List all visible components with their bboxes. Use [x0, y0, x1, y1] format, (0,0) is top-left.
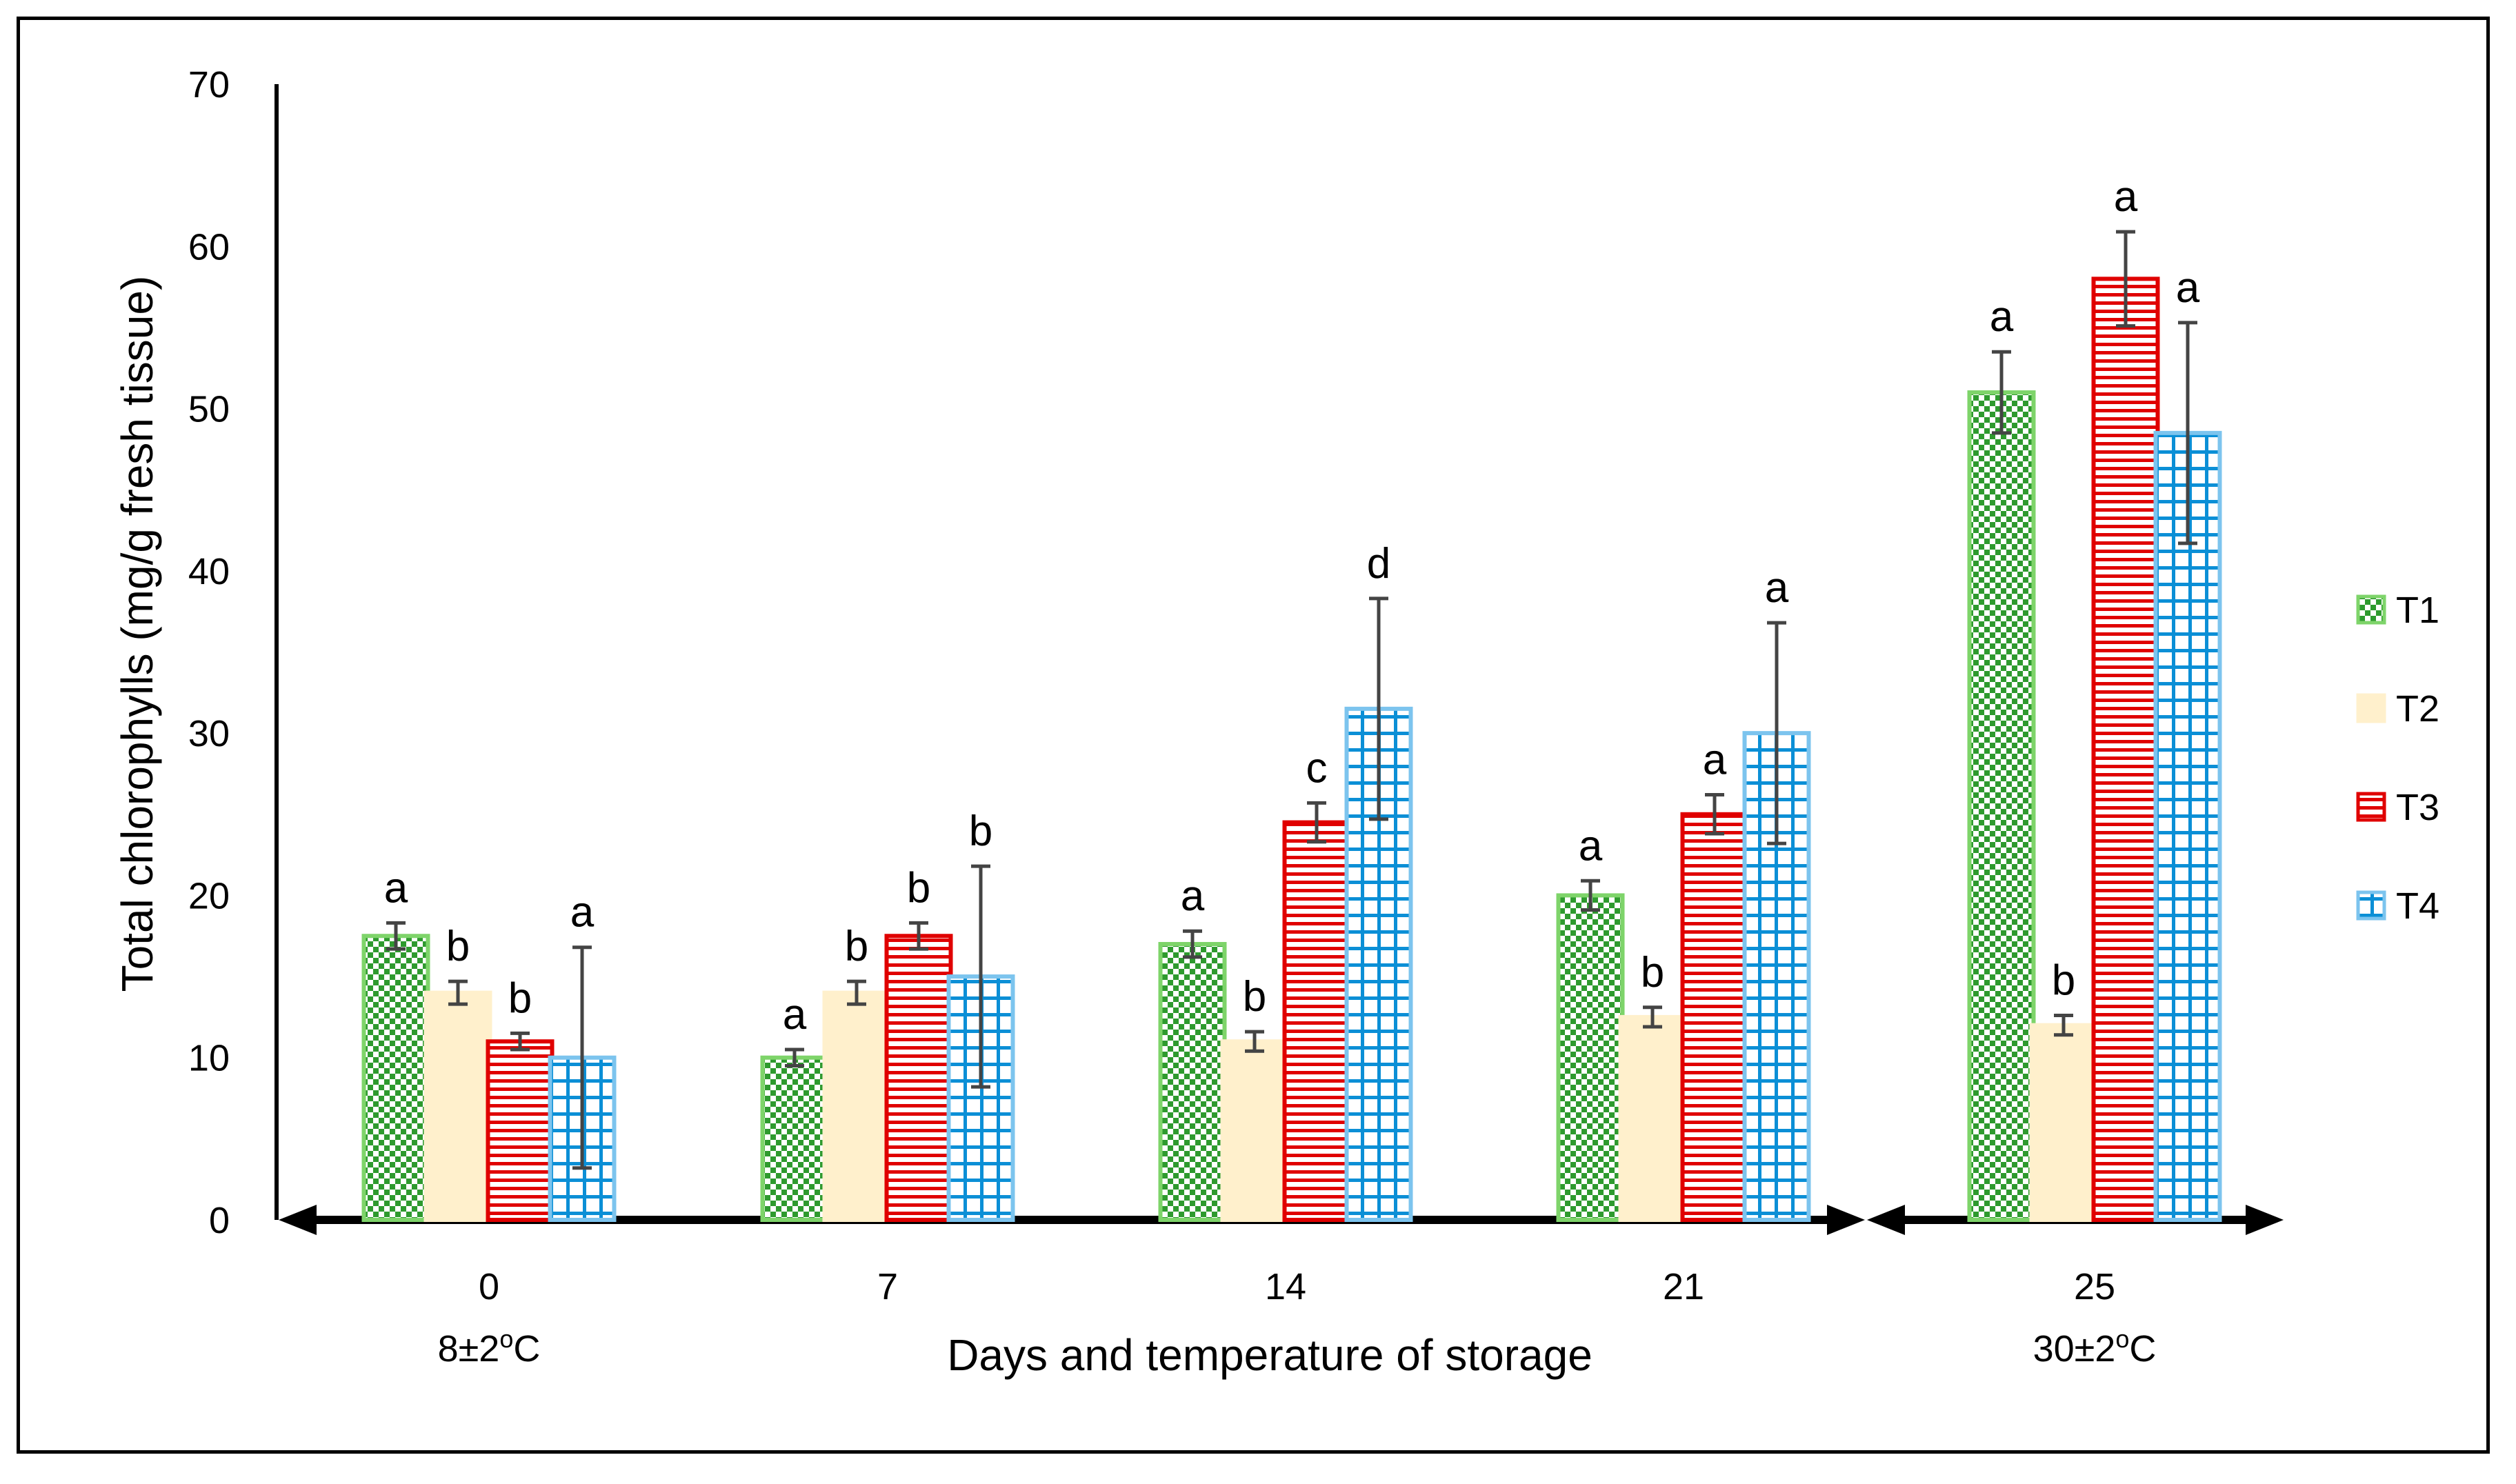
significance-label: b [1641, 949, 1664, 996]
legend-label-t1: T1 [2396, 590, 2439, 631]
temperature-label: 30±2oC [2033, 1325, 2157, 1370]
y-tick-label: 70 [188, 64, 230, 106]
y-tick-label: 60 [188, 226, 230, 268]
x-axis-arrow-left [279, 1205, 317, 1235]
bar-t3-day-25 [2091, 277, 2160, 1222]
y-tick-label: 20 [188, 875, 230, 916]
significance-label: a [1181, 872, 1205, 920]
x-tick-label: 25 [2074, 1266, 2115, 1307]
x-tick-label: 0 [479, 1266, 499, 1307]
y-axis-title: Total chlorophylls (mg/g fresh tissue) [112, 276, 162, 992]
bar-t1-day-21 [1556, 893, 1625, 1223]
y-tick-label: 0 [209, 1200, 230, 1241]
error-bars [386, 230, 2197, 1170]
significance-label: b [907, 864, 930, 912]
bar-t3-day-0 [486, 1039, 555, 1222]
bar-t1-day-25 [1967, 390, 2036, 1222]
legend-swatch-t2 [2356, 693, 2386, 723]
bar-t3-day-7 [884, 934, 953, 1222]
significance-label: a [570, 889, 595, 936]
x-tick-label: 14 [1265, 1266, 1306, 1307]
x-tick-label: 7 [877, 1266, 898, 1307]
legend-label-t2: T2 [2396, 688, 2439, 730]
significance-label: a [783, 991, 807, 1039]
bar-t1-day-7 [760, 1055, 829, 1222]
significance-label: b [845, 923, 868, 970]
significance-label: b [446, 923, 470, 970]
bar-t2-day-14 [1220, 1039, 1289, 1222]
x-axis-arrow-right [1827, 1205, 1865, 1235]
significance-label: b [508, 974, 532, 1022]
y-tick-label: 40 [188, 551, 230, 592]
bar-t2-day-7 [822, 990, 891, 1222]
bar-t3-day-14 [1282, 820, 1351, 1223]
legend-label-t4: T4 [2396, 885, 2439, 927]
bars [361, 277, 2222, 1223]
legend-label-t3: T3 [2396, 787, 2439, 828]
bar-t4-day-25 [2153, 430, 2222, 1222]
bar-t1-day-0 [361, 934, 430, 1222]
significance-label: c [1306, 744, 1328, 792]
y-tick-label: 50 [188, 389, 230, 430]
y-axis: 0 10 20 30 40 50 60 70 [188, 64, 279, 1241]
x-axis-title: Days and temperature of storage [947, 1330, 1593, 1380]
significance-label: b [1243, 973, 1266, 1021]
significance-label: a [1990, 293, 2014, 341]
legend: T1 T2 T3 T4 [2356, 590, 2439, 927]
significance-label: a [1765, 564, 1789, 612]
x-axis-arrow-left-2 [1867, 1205, 1905, 1235]
bar-t1-day-14 [1158, 942, 1227, 1222]
significance-label: a [2176, 264, 2200, 312]
x-tick-label: 21 [1663, 1266, 1704, 1307]
significance-label: b [2052, 957, 2075, 1005]
legend-swatch-t1 [2356, 594, 2386, 625]
y-tick-label: 30 [188, 713, 230, 754]
significance-label: a [2114, 173, 2138, 221]
bar-t2-day-25 [2029, 1023, 2098, 1222]
significance-label: d [1367, 540, 1390, 588]
significance-label: a [1579, 822, 1603, 870]
bar-t2-day-0 [423, 990, 492, 1222]
significance-label: a [1703, 736, 1727, 784]
bar-t2-day-21 [1618, 1014, 1687, 1222]
significance-label: a [384, 864, 408, 912]
significance-label: b [969, 808, 992, 855]
x-axis-arrow-right-2 [2246, 1205, 2284, 1235]
legend-swatch-t4 [2356, 890, 2386, 921]
y-tick-label: 10 [188, 1038, 230, 1079]
legend-swatch-t3 [2356, 792, 2386, 822]
bar-t3-day-21 [1680, 812, 1749, 1223]
temperature-label: 8±2oC [438, 1325, 541, 1370]
